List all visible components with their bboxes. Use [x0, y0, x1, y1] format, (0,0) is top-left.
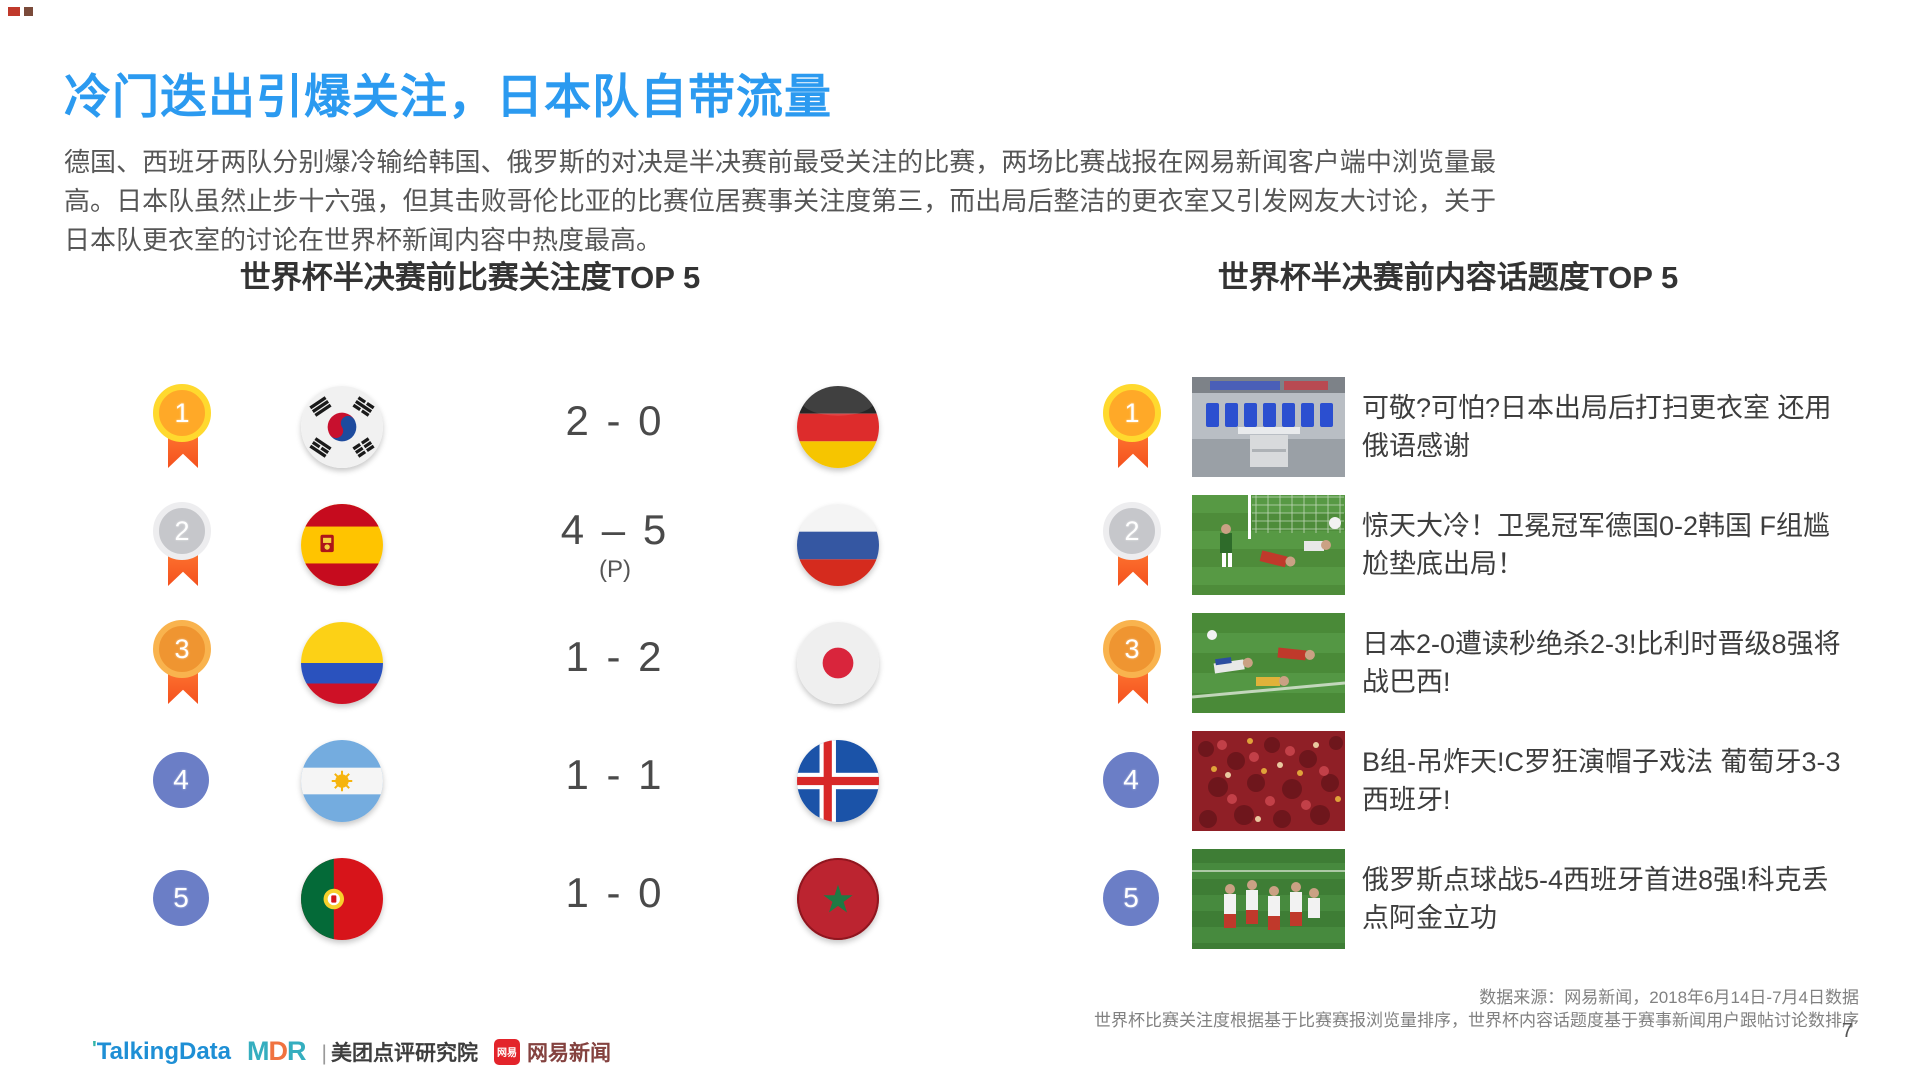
- rank-2-medal-icon: 2: [1103, 502, 1163, 588]
- flag-south-korea-icon: [301, 386, 383, 468]
- rank-1-medal-icon: 1: [1103, 384, 1163, 470]
- rank-number: 4: [1123, 764, 1139, 795]
- rank-number: 5: [173, 882, 189, 913]
- list-item: 3 日本2-0遭读秒绝杀2-3!比利时晋级8强将战巴西!: [1090, 604, 1870, 722]
- netease-news-logo: 网易 网易新闻: [493, 1037, 611, 1067]
- table-row: 3 1 - 2: [64, 604, 964, 722]
- match-score: 1 - 2: [565, 633, 665, 680]
- flag-colombia-icon: [301, 622, 383, 704]
- logo-strip: 'TalkingData MDR | 美团点评研究院 网易 网易新闻: [92, 1036, 611, 1067]
- rank-number: 3: [1124, 633, 1140, 664]
- table-row: 1 2 - 0: [64, 368, 964, 486]
- news-thumbnail-japan-belgium: [1192, 613, 1345, 713]
- rank-3-medal-icon: 3: [1103, 620, 1163, 706]
- match-score: 4 – 5 (P): [560, 506, 670, 583]
- rank-number: 5: [1123, 882, 1139, 913]
- talkingdata-logo: 'TalkingData: [92, 1037, 232, 1065]
- flag-russia-icon: [797, 504, 879, 586]
- rank-number: 1: [174, 397, 190, 428]
- flag-morocco-icon: [797, 858, 879, 940]
- rank-number: 2: [1124, 515, 1140, 546]
- source-line-2: 世界杯比赛关注度根据基于比赛赛报浏览量排序，世界杯内容话题度基于赛事新闻用户跟帖…: [1094, 1011, 1859, 1030]
- flag-japan-icon: [797, 622, 879, 704]
- match-score: 2 - 0: [565, 397, 665, 444]
- right-panel-heading: 世界杯半决赛前内容话题度TOP 5: [1217, 260, 1679, 295]
- meituan-dianping-institute-logo: | 美团点评研究院: [321, 1041, 478, 1065]
- mdr-logo: MDR: [247, 1036, 306, 1066]
- page-title: 冷门迭出引爆关注，日本队自带流量: [64, 70, 832, 123]
- news-thumbnail-locker-room: [1192, 377, 1345, 477]
- page-number: 7: [1841, 1020, 1853, 1042]
- rank-number: 3: [174, 633, 190, 664]
- news-headline: 日本2-0遭读秒绝杀2-3!比利时晋级8强将战巴西!: [1362, 629, 1841, 697]
- rank-3-medal-icon: 3: [153, 620, 213, 706]
- rank-4-badge: 4: [153, 738, 213, 824]
- list-item: 5 俄罗斯点球战5-4西班牙首进8强!科克丢点阿金立功: [1090, 840, 1870, 958]
- source-line-1: 数据来源：网易新闻，2018年6月14日-7月4日数据: [1479, 988, 1859, 1007]
- match-ranking-list: 1 2 - 0: [64, 368, 964, 958]
- left-panel-heading: 世界杯半决赛前比赛关注度TOP 5: [239, 260, 701, 295]
- flag-argentina-icon: [301, 740, 383, 822]
- flag-germany-icon: [797, 386, 879, 468]
- summary-paragraph: 德国、西班牙两队分别爆冷输给韩国、俄罗斯的对决是半决赛前最受关注的比赛，两场比赛…: [64, 147, 1496, 255]
- rank-4-badge: 4: [1103, 738, 1163, 824]
- rank-number: 2: [174, 515, 190, 546]
- data-source-note: 数据来源：网易新闻，2018年6月14日-7月4日数据 世界杯比赛关注度根据基于…: [1094, 986, 1859, 1032]
- list-item: 1 可敬?可怕?日本出局后打扫更衣室 还用俄语感谢: [1090, 368, 1870, 486]
- netease-badge-icon: 网易: [493, 1038, 520, 1065]
- flag-portugal-icon: [301, 858, 383, 940]
- news-thumbnail-germany-korea-goal: [1192, 495, 1345, 595]
- news-headline: 惊天大冷！卫冕冠军德国0-2韩国 F组尴尬垫底出局！: [1362, 511, 1831, 579]
- flag-iceland-icon: [797, 740, 879, 822]
- rank-number: 1: [1124, 397, 1140, 428]
- match-score: 1 - 0: [565, 869, 665, 916]
- list-item: 4 B组-吊炸天!C罗狂演帽子戏法 葡萄牙3-3西班牙!: [1090, 722, 1870, 840]
- news-thumbnail-russia-celebration: [1192, 849, 1345, 949]
- rank-1-medal-icon: 1: [153, 384, 213, 470]
- rank-5-badge: 5: [153, 856, 213, 942]
- flag-spain-icon: [301, 504, 383, 586]
- rank-number: 4: [173, 764, 189, 795]
- table-row: 5 1 - 0: [64, 840, 964, 958]
- news-headline: 可敬?可怕?日本出局后打扫更衣室 还用俄语感谢: [1362, 393, 1832, 461]
- list-item: 2 惊天大冷！卫冕冠军德国0-2韩国 F组尴尬垫底出局！: [1090, 486, 1870, 604]
- corner-watermark: [8, 7, 33, 16]
- match-score: 1 - 1: [565, 751, 665, 798]
- news-thumbnail-fans-crowd: [1192, 731, 1345, 831]
- table-row: 4 1 - 1: [64, 722, 964, 840]
- rank-5-badge: 5: [1103, 856, 1163, 942]
- news-headline: 俄罗斯点球战5-4西班牙首进8强!科克丢点阿金立功: [1362, 865, 1829, 933]
- rank-2-medal-icon: 2: [153, 502, 213, 588]
- table-row: 2 4 – 5 (P): [64, 486, 964, 604]
- topic-ranking-list: 1 可敬?可怕?日本出局后打扫更衣室 还用俄语感谢 2: [1090, 368, 1870, 958]
- news-headline: B组-吊炸天!C罗狂演帽子戏法 葡萄牙3-3西班牙!: [1362, 747, 1841, 815]
